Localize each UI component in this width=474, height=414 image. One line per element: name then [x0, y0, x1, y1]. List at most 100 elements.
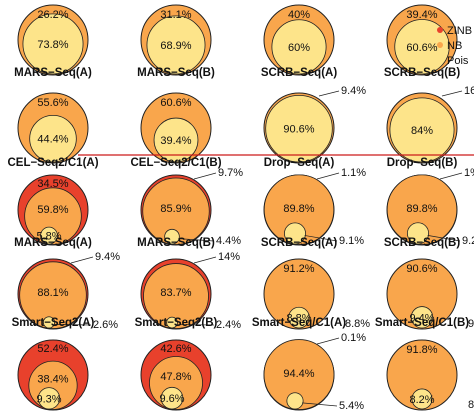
nb-label: 55.6% — [37, 97, 68, 109]
poisson-circle — [265, 94, 333, 163]
nb-label: 85.9% — [160, 203, 191, 215]
panel-18: 0.1% 94.4% 5.4% — [263, 332, 366, 412]
nb-circle — [142, 177, 210, 245]
panel-title: SCRB−Seq(A) — [261, 237, 338, 249]
poisson-circle — [29, 114, 77, 163]
poisson-label: 9.1% — [339, 235, 364, 247]
poisson-circle — [166, 316, 178, 329]
panel-4: 55.6% 44.4% CEL−Seq2/C1(A) — [7, 92, 99, 169]
panel-9: 9.7% 85.9% 4.4%MARS−Seq(B) — [137, 167, 243, 249]
panel-1: 31.1% 68.9% MARS−Seq(B) — [137, 4, 215, 79]
panel-title: SCRB−Seq(B) — [384, 67, 461, 79]
poisson-label: 44.4% — [37, 134, 68, 146]
panel-0: 26.2% 73.8% MARS−Seq(A) — [14, 4, 92, 79]
panel-title: SCRB−Seq(A) — [261, 67, 338, 79]
legend-label: Pois — [447, 55, 469, 67]
panel-19: 91.8% 8.2% 8.2% — [386, 339, 474, 411]
nb-label: 26.2% — [37, 9, 68, 21]
nb-label: 89.8% — [406, 203, 437, 215]
panel-title: MARS−Seq(A) — [14, 237, 92, 249]
legend: ZINB NB Pois — [437, 25, 472, 67]
panel-title: Smart−Seq2(A) — [12, 317, 95, 329]
poisson-leader — [178, 238, 215, 242]
poisson-circle — [37, 387, 61, 410]
poisson-label: 60.6% — [406, 42, 437, 54]
poisson-label: 9.6% — [159, 393, 184, 405]
poisson-circle — [389, 97, 455, 163]
nb-label: 31.1% — [160, 9, 191, 21]
poisson-circle — [146, 15, 206, 75]
panel-8: 34.5% 59.8% 5.8%MARS−Seq(A) — [14, 174, 92, 249]
poisson-label: 4.4% — [216, 235, 241, 247]
nb-label: 38.4% — [37, 373, 68, 385]
zinb-label: 0.1% — [341, 332, 366, 344]
panel-13: 14% 83.7% 2.4%Smart−Seq2(B) — [135, 251, 242, 331]
nb-label: 94.4% — [283, 368, 314, 380]
poisson-circle — [42, 316, 56, 329]
poisson-label: 84% — [411, 125, 433, 137]
panel-17: 42.6% 47.8% 9.6% — [140, 339, 212, 411]
nb-label: 91.8% — [406, 344, 437, 356]
poisson-circle — [406, 222, 430, 245]
zinb-label: 1.1% — [341, 167, 366, 179]
poisson-label: 60% — [288, 42, 310, 54]
nb-circle — [24, 187, 82, 245]
chart-panels: 26.2% 73.8% MARS−Seq(A) 31.1% 68.9% MARS−Seq(… — [7, 4, 474, 412]
nb-circle — [143, 263, 209, 329]
poisson-label-outside: 9.4% — [468, 318, 474, 330]
poisson-circle — [394, 19, 450, 75]
poisson-label: 68.9% — [160, 40, 191, 52]
poisson-circle — [410, 306, 434, 329]
panel-title: CEL−Seq2/C1(B) — [130, 157, 221, 169]
poisson-circle — [164, 228, 180, 245]
poisson-circle — [284, 222, 306, 245]
nb-label: 91.2% — [283, 263, 314, 275]
zinb-label: 42.6% — [160, 343, 191, 355]
poisson-circle — [160, 386, 184, 410]
poisson-circle — [40, 226, 58, 245]
nb-leader — [441, 90, 463, 97]
poisson-circle — [411, 388, 433, 410]
panel-6: 90.6% 9.4% Drop−Seq(A) — [263, 85, 366, 169]
poisson-circle — [288, 306, 310, 329]
poisson-circle — [271, 19, 327, 75]
legend-swatch — [437, 27, 443, 33]
zinb-label: 52.4% — [37, 343, 68, 355]
poisson-circle — [22, 13, 84, 75]
panel-title: MARS−Seq(B) — [137, 237, 215, 249]
nb-label: 59.8% — [37, 204, 68, 216]
panel-title: SCRB−Seq(B) — [384, 237, 461, 249]
poisson-label: 5.8% — [36, 231, 61, 243]
nb-label: 60.6% — [160, 97, 191, 109]
poisson-circle — [153, 117, 199, 163]
poisson-label: 8.2% — [409, 394, 434, 406]
panel-5: 60.6% 39.4% CEL−Seq2/C1(B) — [130, 92, 222, 169]
zinb-leader — [439, 172, 463, 180]
zinb-label: 1% — [464, 167, 474, 179]
panel-title: Smart−Seq/C1(A) — [252, 317, 346, 329]
nb-leader — [318, 90, 340, 97]
panel-title: Smart−Seq/C1(B) — [375, 317, 469, 329]
nb-label: 83.7% — [160, 287, 191, 299]
outer-circle — [386, 339, 458, 411]
nb-label: 39.4% — [406, 9, 437, 21]
poisson-label: 73.8% — [37, 39, 68, 51]
panel-10: 1.1% 89.8% 9.1%SCRB−Seq(A) — [261, 167, 366, 249]
poisson-label: 9.2% — [462, 235, 474, 247]
poisson-leader — [427, 235, 461, 242]
nb-circle — [263, 339, 335, 410]
poisson-leader — [302, 402, 338, 407]
panel-title: CEL−Seq2/C1(A) — [7, 157, 98, 169]
panel-title: MARS−Seq(A) — [14, 67, 92, 79]
panel-15: 90.6% 9.4% 9.4%Smart−Seq/C1(B) — [375, 258, 474, 330]
panel-title: MARS−Seq(B) — [137, 67, 215, 79]
zinb-label: 34.5% — [37, 178, 68, 190]
zinb-leader — [70, 256, 94, 264]
legend-label: ZINB — [447, 25, 472, 37]
panel-title: Smart−Seq2(B) — [135, 317, 218, 329]
panel-title: Drop−Seq(A) — [264, 157, 335, 169]
panel-16: 52.4% 38.4% 9.3% — [17, 339, 89, 411]
zinb-leader — [193, 172, 217, 180]
legend-swatch — [437, 42, 443, 48]
